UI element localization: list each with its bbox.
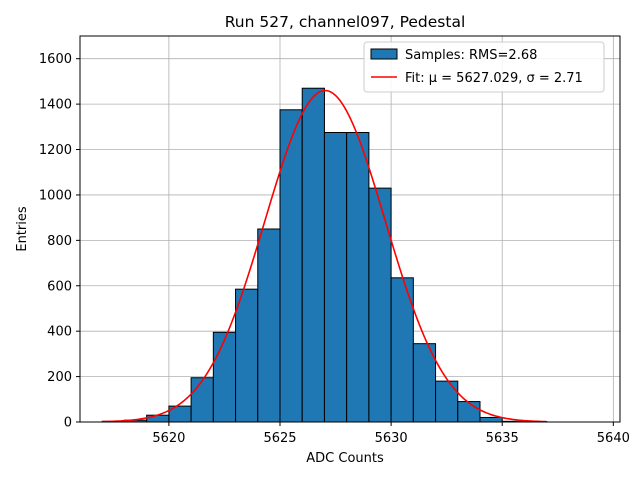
legend-box [363,41,605,93]
y-tick-label: 1200 [39,143,72,158]
legend-swatch-bars [370,48,398,60]
y-tick-label: 1600 [39,52,72,67]
histogram-bar [235,288,259,423]
y-tick-label: 1000 [39,188,72,203]
y-tick-label: 0 [64,416,72,431]
histogram-bar [257,228,281,423]
legend: Samples: RMS=2.68 Fit: μ = 5627.029, σ = … [363,41,605,93]
histogram-bars [101,87,548,423]
histogram-bar [346,132,370,423]
y-tick-label: 600 [47,279,72,294]
histogram-bar [146,414,170,423]
y-axis-ticks: 0 200 400 600 800 1000 1200 1400 1600 [39,52,80,431]
y-tick-label: 1400 [39,98,72,113]
histogram-bar [212,331,237,423]
x-axis-ticks: 5620 5625 5630 5635 5640 [152,422,630,446]
y-tick-label: 800 [47,234,72,249]
x-tick-label: 5635 [486,431,519,446]
x-axis-label: ADC Counts [306,451,384,466]
legend-label: Fit: μ = 5627.029, σ = 2.71 [405,71,583,86]
x-tick-label: 5625 [263,431,296,446]
x-tick-label: 5630 [375,431,408,446]
chart-title: Run 527, channel097, Pedestal [225,13,466,31]
histogram-bar [323,132,348,423]
histogram-bar [479,416,503,423]
legend-label: Samples: RMS=2.68 [405,48,537,63]
x-tick-label: 5620 [152,431,185,446]
fit-curve [102,89,547,423]
histogram-bar [301,87,325,423]
histogram-bar [368,187,392,423]
y-axis-label: Entries [15,206,30,252]
histogram-bar [279,109,303,423]
histogram-bar [190,377,214,423]
x-tick-label: 5640 [597,431,630,446]
histogram-bar [457,401,481,423]
y-tick-label: 400 [47,325,72,340]
histogram-bar [435,380,459,423]
y-tick-label: 200 [47,370,72,385]
axes-frame [79,35,621,423]
